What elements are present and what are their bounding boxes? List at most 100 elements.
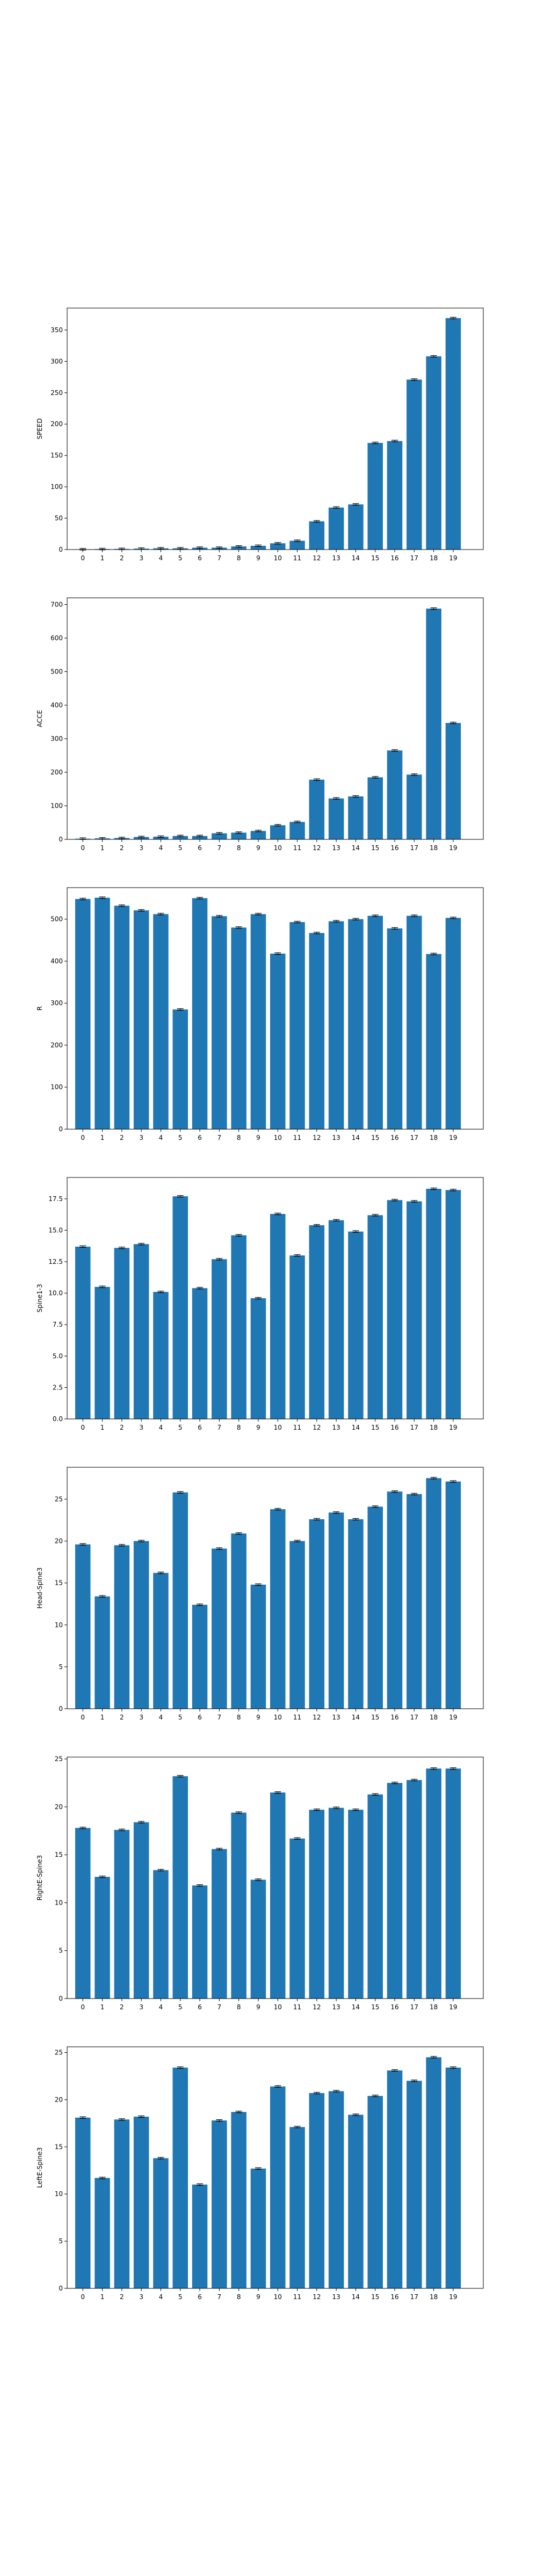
x-tick-label: 14 [352,1714,360,1721]
errorbar-12 [313,1809,320,1811]
y-tick-label: 20 [55,1538,63,1545]
errorbar-9 [255,1878,262,1881]
x-tick-label: 18 [430,554,438,562]
bar-12 [309,1519,325,1709]
errorbar-17 [411,914,418,917]
y-axis-label: RightE-Spine3 [36,1855,43,1901]
errorbar-2 [118,1544,125,1547]
errorbar-5 [177,2066,184,2069]
bar-18 [426,1768,441,1999]
x-tick-label: 8 [237,2003,241,2011]
bar-6 [192,1885,208,1999]
errorbar-16 [391,927,398,930]
errorbar-19 [449,1480,456,1483]
errorbar-4 [157,835,164,838]
errorbar-19 [449,917,456,919]
bar-0 [75,1828,91,1999]
x-tick-label: 5 [178,2293,183,2301]
x-tick-label: 3 [139,844,143,852]
errorbar-17 [411,378,418,381]
errorbar-18 [430,1767,437,1770]
errorbar-5 [177,547,184,550]
errorbar-12 [313,1518,320,1520]
y-tick-label: 7.5 [53,1321,63,1328]
errorbar-3 [138,547,145,550]
bar-18 [426,1189,441,1419]
errorbar-7 [216,2119,223,2122]
bar-16 [387,750,403,840]
y-axis-label: R [36,1006,43,1011]
errorbar-3 [138,2115,145,2118]
bar-1 [95,1286,110,1419]
bar-10 [270,1213,286,1419]
plot-frame [67,597,484,840]
x-tick-label: 11 [293,2293,301,2301]
x-tick-label: 0 [81,554,85,562]
errorbar-2 [118,1828,125,1831]
y-tick-label: 0 [59,2285,63,2292]
x-tick-label: 4 [159,844,163,852]
errorbar-17 [411,1200,418,1203]
x-tick-label: 0 [81,1134,85,1141]
chart-righte-spine3: 0 5 10 15 20 25 0 1 2 3 4 5 6 7 8 9 10 11 12 13 14 15 16 17 18 19… [0,1755,537,2047]
x-tick-label: 8 [237,554,241,562]
errorbar-11 [294,921,301,924]
bar-13 [328,1220,344,1419]
bar-5 [172,1196,188,1419]
x-tick-label: 0 [81,2293,85,2301]
bar-17 [407,1494,422,1709]
x-tick-label: 5 [178,844,183,852]
bar-13 [328,798,344,839]
x-tick-label: 1 [100,2003,105,2011]
bar-10 [270,953,286,1129]
y-tick-label: 350 [50,326,63,334]
errorbar-11 [294,1837,301,1840]
x-tick-label: 12 [313,1714,321,1721]
errorbar-11 [294,539,301,542]
y-axis-label: ACCE [36,710,43,727]
bar-6 [192,2184,208,2288]
x-tick-label: 12 [313,844,321,852]
x-tick-label: 6 [198,1134,202,1141]
x-tick-label: 5 [178,1714,183,1721]
errorbar-13 [333,1806,340,1809]
errorbar-13 [333,1511,340,1514]
bar-3 [133,910,149,1129]
bar-8 [231,546,246,550]
errorbar-14 [352,918,359,920]
bar-17 [407,774,422,840]
x-tick-label: 12 [313,2293,321,2301]
x-tick-label: 15 [371,2293,379,2301]
x-tick-label: 5 [178,1424,183,1431]
x-tick-label: 15 [371,1714,379,1721]
y-tick-label: 300 [50,735,63,743]
errorbar-19 [449,1189,456,1191]
x-tick-label: 3 [139,1714,143,1721]
x-tick-label: 17 [410,2293,418,2301]
bar-7 [212,1259,227,1419]
x-tick-label: 18 [430,2293,438,2301]
x-tick-label: 2 [120,1424,124,1431]
errorbar-6 [197,2183,204,2186]
errorbar-17 [411,773,418,776]
bar-8 [231,1812,246,1999]
errorbar-4 [157,1291,164,1293]
x-tick-label: 7 [217,1714,222,1721]
y-axis-label: LeftE-Spine3 [36,2147,43,2188]
y-tick-label: 400 [50,957,63,965]
x-tick-label: 15 [371,1424,379,1431]
errorbar-6 [197,546,204,549]
bar-3 [133,1244,149,1419]
bar-12 [309,1810,325,1999]
y-tick-label: 400 [50,701,63,709]
x-tick-label: 10 [274,844,282,852]
bar-4 [153,914,169,1129]
bar-11 [289,822,305,839]
y-tick-label: 100 [50,802,63,810]
x-tick-label: 3 [139,1134,143,1141]
errorbar-10 [274,2085,281,2088]
errorbar-19 [449,2066,456,2069]
x-tick-label: 7 [217,844,222,852]
x-tick-label: 11 [293,1424,301,1431]
errorbar-6 [197,835,204,837]
